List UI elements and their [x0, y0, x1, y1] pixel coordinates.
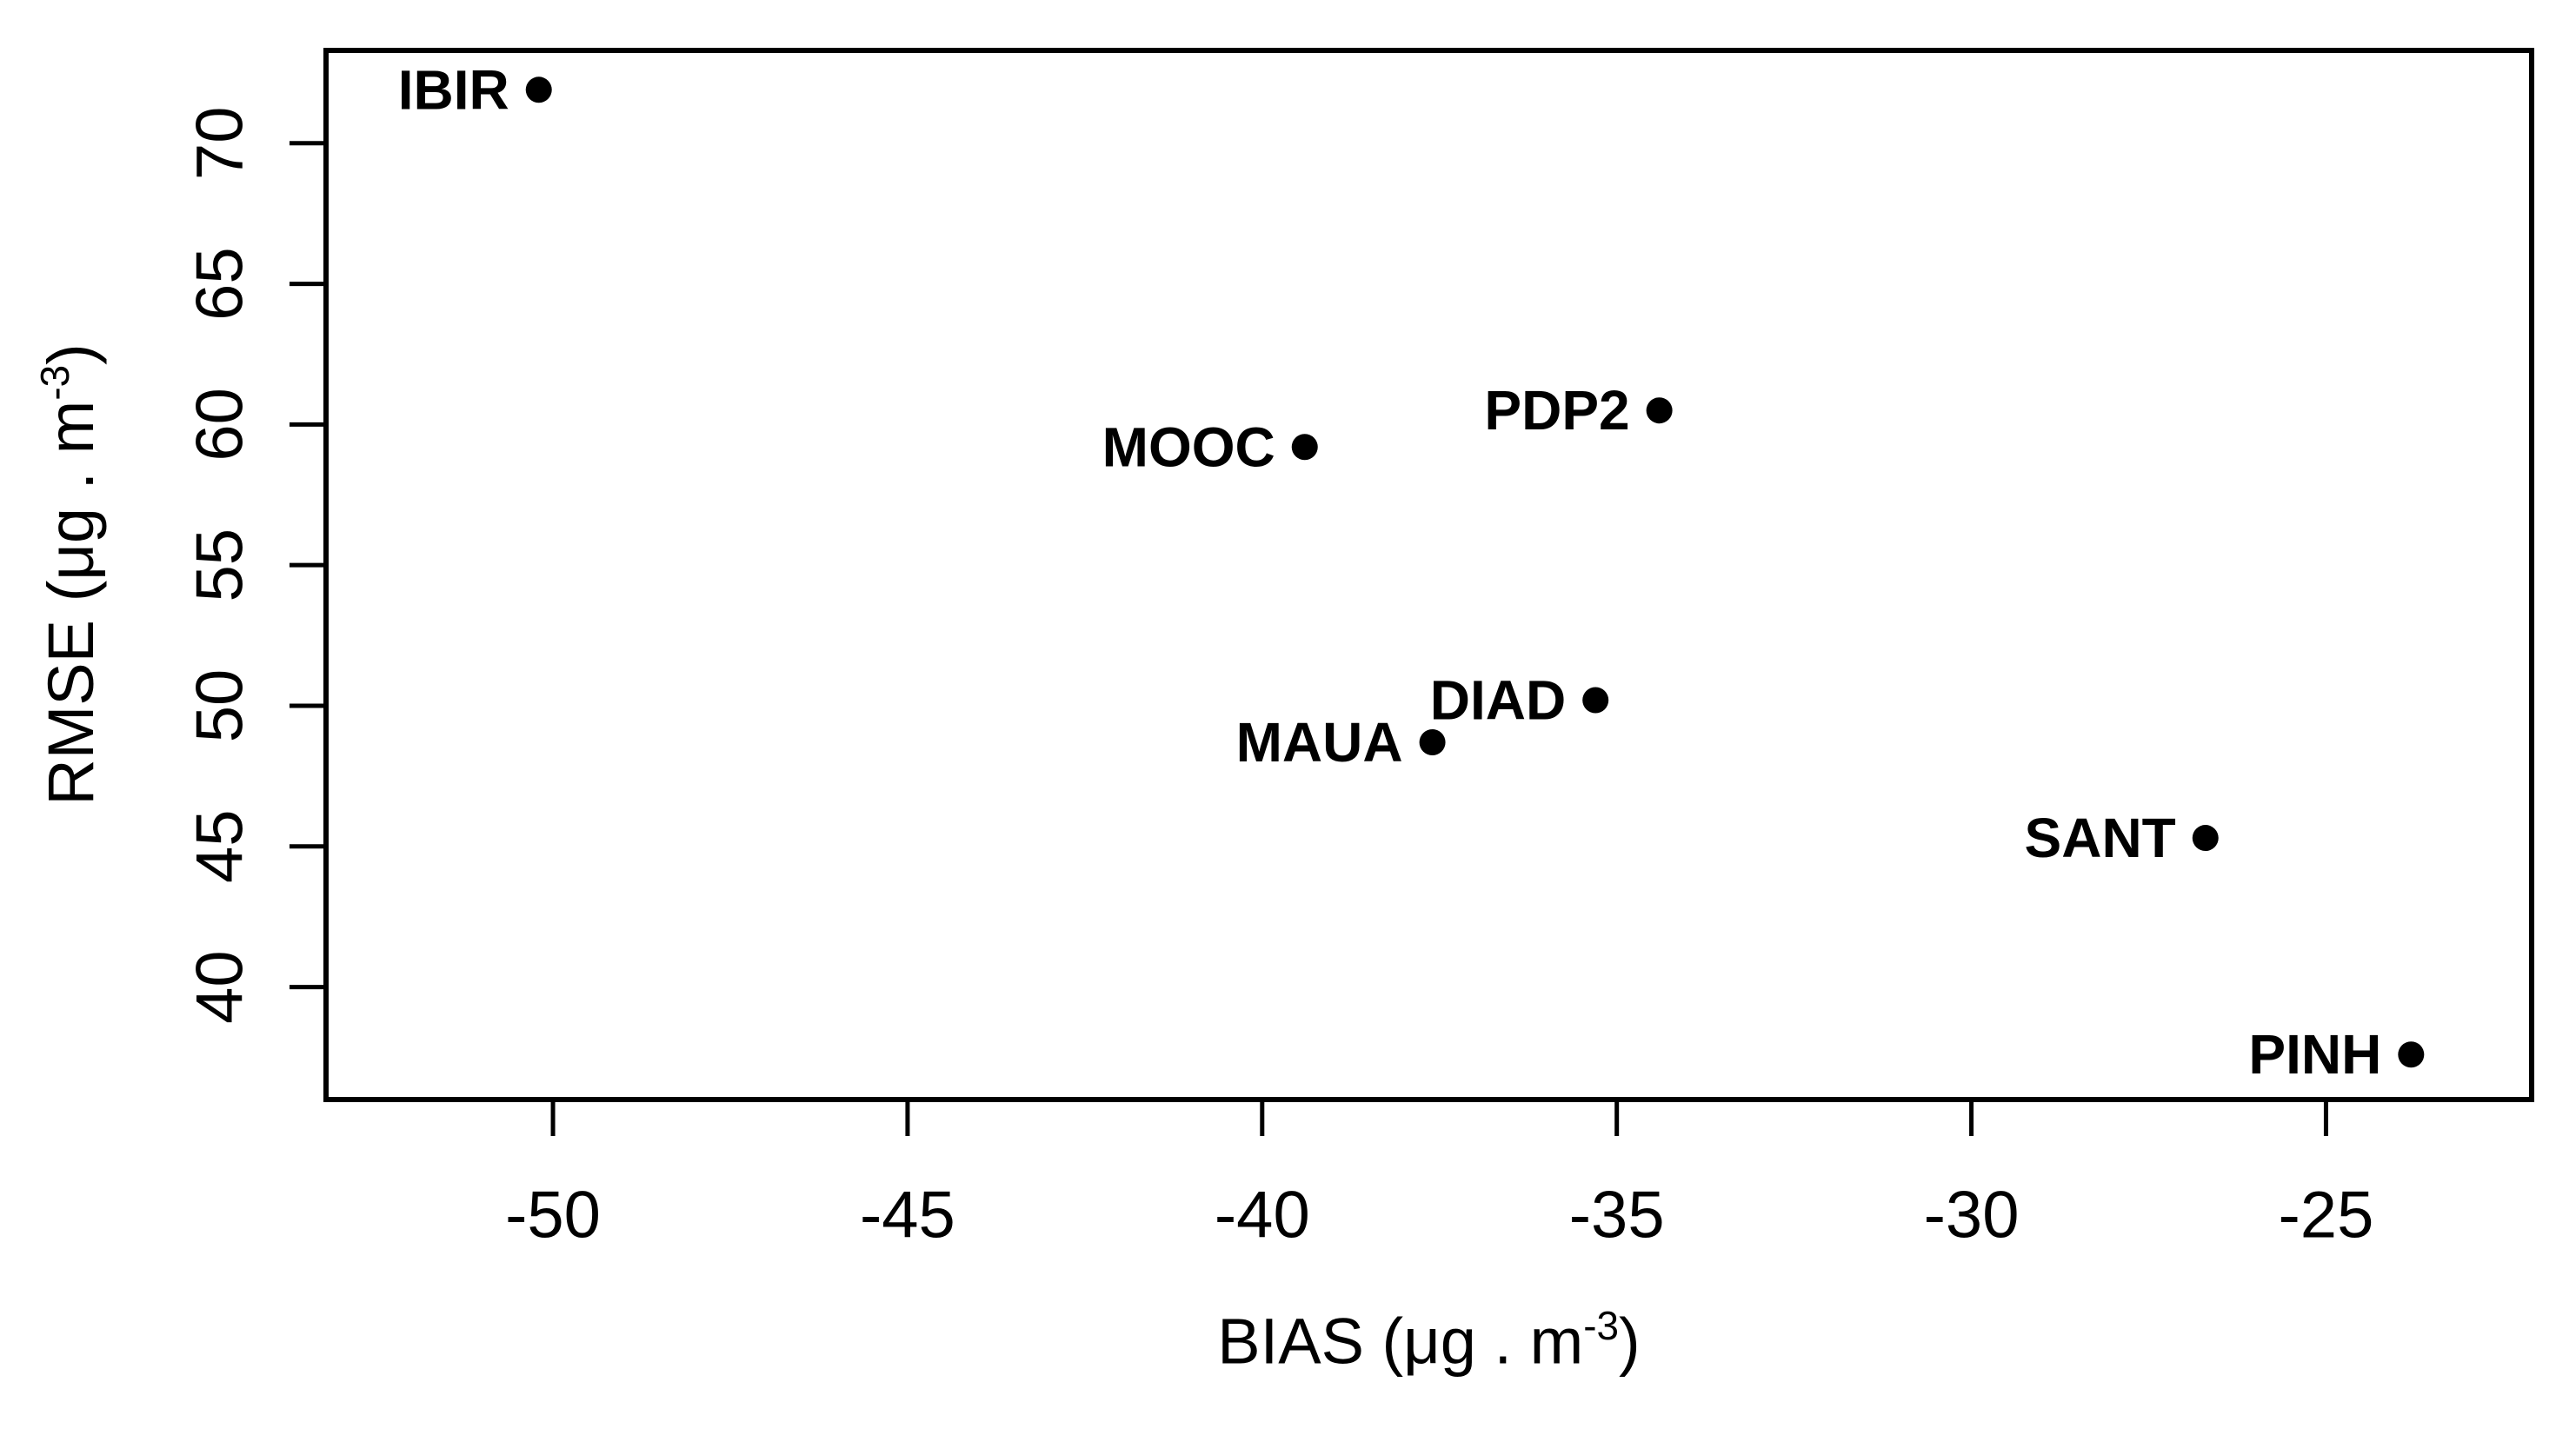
x-tick-label: -35 — [1569, 1179, 1665, 1253]
y-axis-title-superscript: -3 — [32, 364, 78, 401]
x-tick-label: -45 — [860, 1179, 955, 1253]
data-point-label-SANT: SANT — [2025, 807, 2176, 869]
y-axis-title-text: RMSE (μg . m — [34, 400, 107, 806]
x-axis-title-text: BIAS (μg . m — [1217, 1305, 1584, 1378]
y-axis-title: RMSE (μg . m-3) — [32, 343, 107, 806]
x-tick-label: -25 — [2279, 1179, 2374, 1253]
y-tick-label: 40 — [183, 950, 257, 1024]
data-point-MOOC — [1291, 434, 1318, 461]
x-tick-label: -50 — [505, 1179, 601, 1253]
y-axis-title-close: ) — [34, 343, 107, 365]
data-point-label-PINH: PINH — [2248, 1023, 2381, 1086]
x-tick-label: -40 — [1215, 1179, 1310, 1253]
data-point-DIAD — [1582, 687, 1609, 714]
y-tick-label: 70 — [183, 107, 257, 181]
data-point-MAUA — [1419, 729, 1446, 756]
y-tick-label: 65 — [183, 247, 257, 321]
data-point-label-MOOC: MOOC — [1102, 415, 1275, 478]
data-point-label-IBIR: IBIR — [398, 58, 509, 121]
x-axis-title: BIAS (μg . m-3) — [326, 1306, 2532, 1374]
x-tick-label: -30 — [1924, 1179, 2020, 1253]
data-point-label-DIAD: DIAD — [1430, 668, 1566, 731]
y-tick-label: 50 — [183, 669, 257, 743]
data-point-label-PDP2: PDP2 — [1484, 379, 1629, 442]
data-point-PINH — [2398, 1041, 2425, 1068]
data-point-SANT — [2192, 825, 2219, 852]
x-axis-title-superscript: -3 — [1583, 1303, 1620, 1348]
data-point-IBIR — [525, 76, 552, 103]
y-tick-label: 60 — [183, 388, 257, 462]
data-point-PDP2 — [1646, 397, 1673, 424]
plot-border — [323, 48, 2534, 1102]
y-tick-label: 45 — [183, 809, 257, 883]
x-axis-title-close: ) — [1619, 1305, 1641, 1378]
data-point-label-MAUA: MAUA — [1236, 711, 1403, 774]
y-tick-label: 55 — [183, 528, 257, 602]
